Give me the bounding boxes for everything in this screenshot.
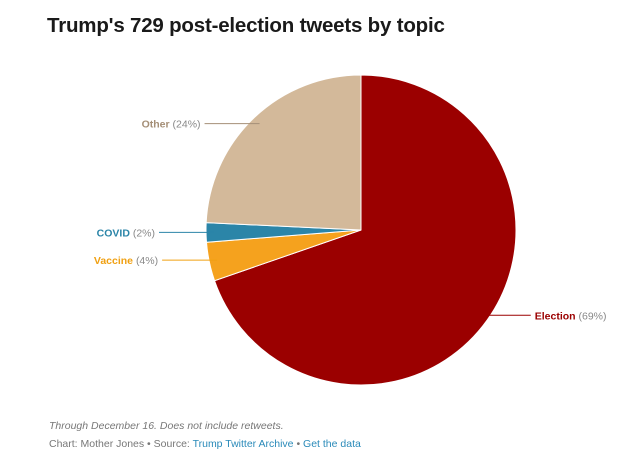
chart-title: Trump's 729 post-election tweets by topi… <box>47 14 445 37</box>
slice-label-name: Other <box>142 119 173 131</box>
slice-label-name: COVID <box>97 227 133 239</box>
slice-label-percent: (24%) <box>173 119 201 131</box>
chart-credit: Chart: Mother Jones • Source: Trump Twit… <box>49 438 361 450</box>
slice-label-percent: (69%) <box>579 310 607 322</box>
chart-byline: Chart: Mother Jones <box>49 438 145 450</box>
slice-label-covid: COVID (2%) <box>97 227 155 239</box>
slice-label-name: Vaccine <box>94 255 136 267</box>
slice-label-percent: (4%) <box>136 255 158 267</box>
separator: • <box>293 438 304 450</box>
slice-label-vaccine: Vaccine (4%) <box>94 255 158 267</box>
pie-slice-election <box>213 74 517 386</box>
source-label: Source: <box>153 438 190 450</box>
pie-slice-other <box>205 74 362 231</box>
slice-label-name: Election <box>535 310 579 322</box>
source-link[interactable]: Trump Twitter Archive <box>192 438 294 450</box>
slice-label-election: Election (69%) <box>535 310 607 322</box>
separator: • <box>144 438 154 450</box>
slice-label-other: Other (24%) <box>142 119 201 131</box>
chart-note: Through December 16. Does not include re… <box>49 420 284 432</box>
slice-label-percent: (2%) <box>133 227 155 239</box>
get-data-link[interactable]: Get the data <box>303 438 361 450</box>
